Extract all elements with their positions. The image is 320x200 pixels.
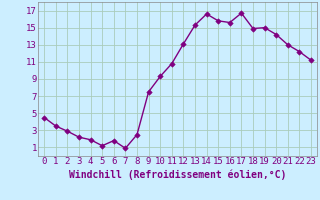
X-axis label: Windchill (Refroidissement éolien,°C): Windchill (Refroidissement éolien,°C) (69, 169, 286, 180)
